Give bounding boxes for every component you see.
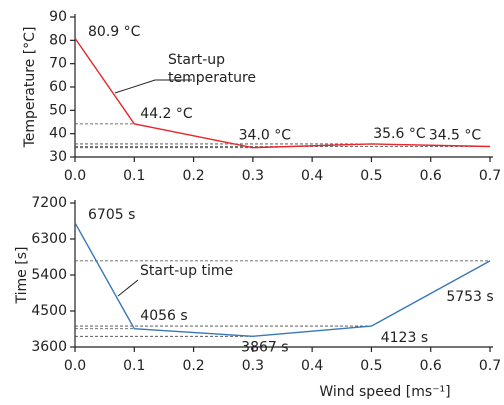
x-tick-label: 0.0 xyxy=(64,358,86,374)
y-tick-label: 5400 xyxy=(31,267,67,283)
y-axis-label: Time [s] xyxy=(14,247,30,305)
x-tick-label: 0.7 xyxy=(479,168,501,184)
annotation: Start-up xyxy=(168,52,225,68)
annotation: temperature xyxy=(168,70,256,86)
x-tick-label: 0.6 xyxy=(420,358,442,374)
data-line xyxy=(74,37,491,149)
x-tick-label: 0.6 xyxy=(420,168,442,184)
y-axis-label: Temperature [°C] xyxy=(22,27,38,149)
x-tick-label: 0.0 xyxy=(64,168,86,184)
y-tick-label: 90 xyxy=(49,9,67,25)
y-tick-label: 30 xyxy=(49,149,67,165)
y-tick-label: 3600 xyxy=(31,339,67,355)
data-label: 34.5 °C xyxy=(429,128,482,144)
data-label: 80.9 °C xyxy=(88,24,141,40)
data-label: 6705 s xyxy=(88,207,135,223)
y-tick-label: 40 xyxy=(49,126,67,142)
y-tick-label: 4500 xyxy=(31,303,67,319)
x-tick-label: 0.7 xyxy=(479,358,501,374)
x-tick-label: 0.1 xyxy=(123,168,145,184)
y-tick-label: 6300 xyxy=(31,231,67,247)
x-tick-label: 0.3 xyxy=(242,358,264,374)
data-label: 4056 s xyxy=(140,308,187,324)
data-label: 35.6 °C xyxy=(373,126,426,142)
y-tick-label: 70 xyxy=(49,56,67,72)
annotation-leader xyxy=(114,79,192,94)
x-tick-label: 0.4 xyxy=(301,358,323,374)
data-label: 5753 s xyxy=(446,289,493,305)
x-tick-label: 0.1 xyxy=(123,358,145,374)
data-label: 3867 s xyxy=(241,339,288,355)
y-tick-label: 50 xyxy=(49,102,67,118)
x-tick-label: 0.5 xyxy=(360,168,382,184)
annotation-leader xyxy=(117,279,139,297)
y-tick-label: 60 xyxy=(49,79,67,95)
data-label: 4123 s xyxy=(381,330,428,346)
x-tick-label: 0.5 xyxy=(360,358,382,374)
x-tick-label: 0.4 xyxy=(301,168,323,184)
data-label: 44.2 °C xyxy=(140,106,193,122)
y-tick-label: 80 xyxy=(49,32,67,48)
x-tick-label: 0.3 xyxy=(242,168,264,184)
y-tick-label: 7200 xyxy=(31,195,67,211)
annotation: Start-up time xyxy=(140,263,233,279)
x-tick-label: 0.2 xyxy=(182,358,204,374)
x-axis-label: Wind speed [ms⁻¹] xyxy=(319,384,450,400)
data-line xyxy=(74,222,491,338)
x-tick-label: 0.2 xyxy=(182,168,204,184)
data-label: 34.0 °C xyxy=(239,128,292,144)
